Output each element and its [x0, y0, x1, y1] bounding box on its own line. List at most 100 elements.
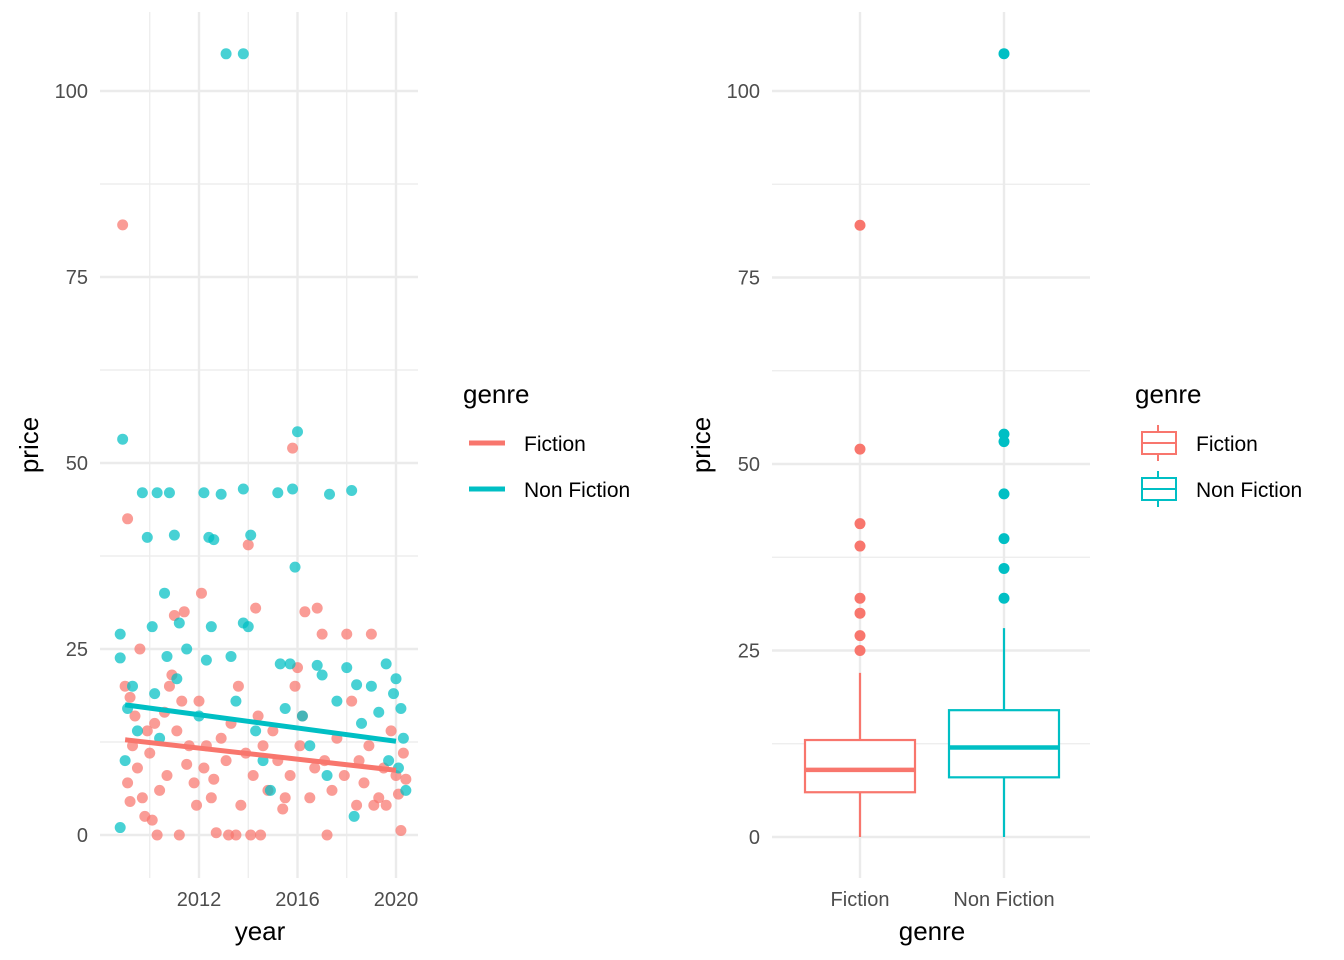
scatter-point-non-fiction: [163, 487, 175, 499]
scatter-point-non-fiction: [171, 673, 183, 685]
scatter-point-fiction: [385, 725, 397, 737]
scatter-point-non-fiction: [272, 487, 284, 499]
scatter-point-fiction: [304, 792, 316, 804]
scatter-point-fiction: [188, 777, 200, 789]
boxplot-boxes: [803, 48, 1061, 837]
boxplot-y-axis-title: price: [686, 417, 716, 473]
scatter-point-fiction: [289, 680, 301, 692]
scatter-point-non-fiction: [380, 658, 392, 670]
box-outlier-non-fiction: [998, 592, 1010, 604]
scatter-point-non-fiction: [168, 529, 180, 541]
scatter-point-non-fiction: [279, 703, 291, 715]
scatter-point-non-fiction: [161, 650, 173, 662]
scatter-point-fiction: [151, 829, 163, 841]
scatter-point-non-fiction: [220, 48, 232, 60]
scatter-point-fiction: [129, 710, 141, 722]
scatter-point-fiction: [215, 732, 227, 744]
scatter-point-non-fiction: [316, 669, 328, 681]
scatter-point-fiction: [146, 814, 158, 826]
scatter-point-fiction: [284, 769, 296, 781]
scatter-point-fiction: [195, 587, 207, 599]
scatter-point-fiction: [161, 769, 173, 781]
scatter-point-fiction: [311, 602, 323, 614]
scatter-point-non-fiction: [274, 658, 286, 670]
scatter-point-fiction: [299, 606, 311, 618]
scatter-y-tick-label: 0: [77, 825, 88, 847]
scatter-point-non-fiction: [159, 587, 171, 599]
box-body-non-fiction: [947, 709, 1061, 779]
boxplot-legend-key-fiction: [1141, 425, 1177, 461]
scatter-point-fiction: [277, 803, 289, 815]
box-fiction: [803, 219, 917, 837]
boxplot-y-tick-label: 25: [738, 641, 760, 663]
scatter-point-non-fiction: [181, 643, 193, 655]
scatter-point-non-fiction: [151, 487, 163, 499]
scatter-point-fiction: [220, 755, 232, 767]
scatter-point-fiction: [267, 725, 279, 737]
scatter-trend-lines: [124, 702, 397, 773]
scatter-point-fiction: [122, 777, 134, 789]
scatter-point-fiction: [163, 680, 175, 692]
box-outlier-fiction: [854, 443, 866, 455]
scatter-y-tick-label: 75: [66, 267, 88, 289]
scatter-point-fiction: [346, 695, 358, 707]
boxplot-legend-label-fiction: Fiction: [1196, 433, 1258, 456]
scatter-y-tick-label: 25: [66, 639, 88, 661]
scatter-point-non-fiction: [289, 561, 301, 573]
scatter-points: [114, 48, 412, 841]
scatter-point-fiction: [178, 606, 190, 618]
scatter-point-non-fiction: [225, 650, 237, 662]
scatter-point-fiction: [358, 777, 370, 789]
box-body-fiction: [803, 738, 917, 794]
scatter-point-fiction: [397, 747, 409, 759]
box-outlier-fiction: [854, 607, 866, 619]
scatter-point-fiction: [136, 792, 148, 804]
scatter-point-fiction: [252, 710, 264, 722]
box-outlier-non-fiction: [998, 562, 1010, 574]
box-non-fiction: [947, 48, 1061, 837]
scatter-point-non-fiction: [304, 740, 316, 752]
scatter-point-fiction: [141, 725, 153, 737]
scatter-point-non-fiction: [146, 621, 158, 633]
scatter-point-fiction: [400, 773, 412, 785]
scatter-point-fiction: [124, 691, 136, 703]
scatter-point-non-fiction: [114, 822, 126, 834]
scatter-point-non-fiction: [287, 483, 299, 495]
scatter-point-fiction: [198, 762, 210, 774]
box-outlier-fiction: [854, 645, 866, 656]
scatter-point-non-fiction: [127, 680, 139, 692]
scatter-point-fiction: [395, 825, 407, 837]
scatter-point-non-fiction: [173, 617, 185, 629]
box-outlier-non-fiction: [998, 436, 1010, 448]
scatter-point-fiction: [124, 796, 136, 808]
scatter-point-non-fiction: [292, 426, 303, 438]
scatter-point-fiction: [173, 829, 185, 841]
scatter-legend-label-nonfiction: Non Fiction: [524, 479, 630, 502]
scatter-point-fiction: [316, 628, 328, 640]
scatter-point-fiction: [294, 740, 306, 752]
boxplot-x-axis-title: genre: [899, 916, 966, 946]
box-outlier-non-fiction: [998, 48, 1010, 60]
scatter-point-fiction: [134, 643, 146, 655]
scatter-point-fiction: [242, 539, 254, 551]
boxplot-x-tick-label: Fiction: [831, 889, 890, 911]
scatter-point-non-fiction: [141, 531, 153, 543]
scatter-point-non-fiction: [245, 529, 257, 541]
scatter-point-non-fiction: [208, 534, 220, 546]
scatter-point-fiction: [176, 695, 188, 707]
scatter-point-fiction: [287, 442, 299, 454]
scatter-point-fiction: [245, 829, 257, 841]
scatter-point-non-fiction: [311, 659, 323, 671]
scatter-point-non-fiction: [321, 769, 333, 781]
scatter-point-fiction: [181, 758, 193, 770]
scatter-point-non-fiction: [250, 725, 262, 737]
scatter-point-non-fiction: [136, 487, 148, 499]
box-outlier-fiction: [854, 630, 866, 642]
scatter-point-non-fiction: [296, 710, 308, 722]
scatter-point-non-fiction: [114, 652, 126, 664]
scatter-x-tick-label: 2012: [177, 889, 222, 911]
scatter-point-non-fiction: [131, 725, 143, 737]
boxplot-x-tick-labels: Fiction Non Fiction: [831, 889, 1055, 911]
box-outlier-fiction: [854, 592, 866, 604]
scatter-point-fiction: [257, 740, 269, 752]
